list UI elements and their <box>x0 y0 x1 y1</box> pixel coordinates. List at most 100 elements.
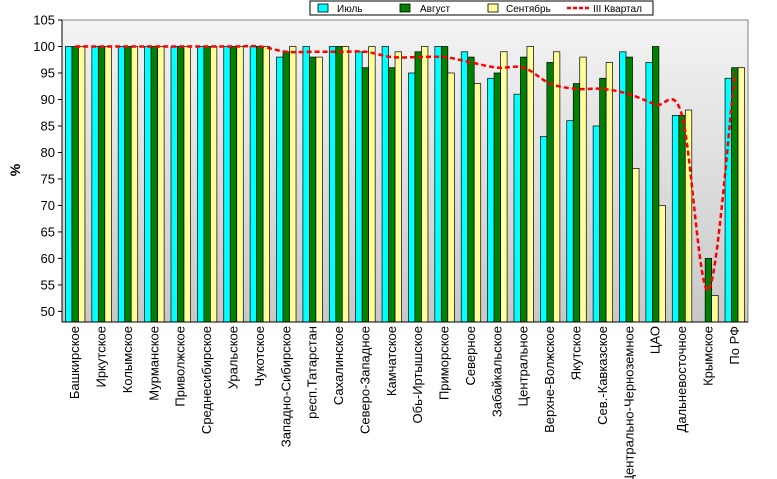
bar-август-4 <box>150 46 158 323</box>
bar-август-1 <box>71 46 79 323</box>
x-tick-label: Среднесибирское <box>199 326 214 434</box>
y-tick-label: 100 <box>33 39 55 54</box>
y-tick-label: 50 <box>41 304 55 319</box>
bar-июль-10 <box>302 46 310 323</box>
bar-июль-7 <box>223 46 231 323</box>
x-tick-label: Мурманское <box>146 326 161 401</box>
legend-label-quarter: III Квартал <box>593 4 642 15</box>
bar-июль-23 <box>645 62 653 323</box>
bar-август-19 <box>546 62 554 323</box>
bar-сентябрь-21 <box>605 62 613 323</box>
bar-август-2 <box>97 46 106 323</box>
bar-август-5 <box>177 46 185 323</box>
legend-label-august: Август <box>420 4 451 15</box>
bar-июль-20 <box>566 120 574 323</box>
bar-июль-5 <box>170 46 178 323</box>
line-layer <box>75 44 737 292</box>
bar-август-20 <box>572 83 581 323</box>
bar-август-18 <box>520 56 528 323</box>
bar-июль-14 <box>408 72 416 323</box>
bar-сентябрь-4 <box>157 46 165 323</box>
bar-сентябрь-17 <box>500 51 508 323</box>
bar-август-17 <box>493 72 501 323</box>
bar-сентябрь-25 <box>711 295 719 323</box>
bar-июль-18 <box>513 93 521 323</box>
line-series-quarter <box>75 44 737 292</box>
x-tick-label: ЦАО <box>648 326 663 354</box>
bar-июль-15 <box>434 46 442 323</box>
bar-июль-8 <box>249 46 257 323</box>
x-tick-label: Башкирское <box>67 326 82 399</box>
bar-август-13 <box>388 67 396 323</box>
bar-август-15 <box>440 46 449 323</box>
bar-август-6 <box>203 46 211 323</box>
bar-сентябрь-15 <box>447 72 455 323</box>
bar-июль-16 <box>460 51 469 323</box>
x-tick-label: Центрально-Черноземное <box>621 326 636 479</box>
x-tick-label: Забайкальское <box>489 326 504 417</box>
bar-сентябрь-1 <box>78 46 86 323</box>
plot-area <box>61 19 749 323</box>
x-tick-label: Приморское <box>437 326 452 400</box>
y-axis-title: % <box>7 163 23 176</box>
bar-август-3 <box>124 46 132 323</box>
bar-июль-12 <box>355 51 363 323</box>
bar-август-23 <box>652 46 660 323</box>
bar-июль-24 <box>671 115 680 323</box>
bar-июль-9 <box>276 56 284 323</box>
bar-август-14 <box>414 51 422 323</box>
bar-август-24 <box>678 115 686 323</box>
bar-сентябрь-7 <box>236 46 244 323</box>
legend-swatch-july <box>317 3 329 13</box>
x-tick-label: Иркутское <box>94 326 109 388</box>
y-tick-label: 85 <box>41 118 55 133</box>
y-tick-label: 90 <box>41 92 55 107</box>
y-tick-label: 70 <box>41 198 55 213</box>
bar-июль-11 <box>328 46 337 323</box>
x-tick-label: Обь-Иртышское <box>410 326 425 423</box>
y-tick-label: 105 <box>33 13 55 28</box>
bar-июль-21 <box>592 125 600 323</box>
bar-август-22 <box>625 56 633 323</box>
x-tick-label: По РФ <box>727 326 742 365</box>
bar-сентябрь-10 <box>315 56 323 323</box>
bar-сентябрь-26 <box>737 67 745 323</box>
legend-swatch-september <box>487 3 499 13</box>
bar-сентябрь-3 <box>130 46 139 323</box>
bar-сентябрь-5 <box>183 46 191 323</box>
bar-июль-3 <box>117 46 126 323</box>
bar-июль-26 <box>724 77 732 323</box>
y-tick-label: 80 <box>41 145 55 160</box>
x-tick-label: Крымское <box>700 326 715 386</box>
bar-август-16 <box>467 56 475 323</box>
bar-сентябрь-18 <box>526 46 534 323</box>
x-tick-label: Якутское <box>569 326 584 380</box>
bar-сентябрь-22 <box>632 168 640 323</box>
bar-август-9 <box>282 51 290 323</box>
bar-август-8 <box>256 46 264 323</box>
y-tick-label: 75 <box>41 171 55 186</box>
bar-август-21 <box>599 77 607 323</box>
legend-swatch-august <box>399 3 411 13</box>
x-tick-label: Колымское <box>120 326 135 393</box>
bar-июль-4 <box>144 46 152 323</box>
bar-июль-2 <box>91 46 99 323</box>
y-tick-label: 60 <box>41 251 55 266</box>
y-tick-label: 95 <box>41 65 55 80</box>
legend-box <box>309 0 654 16</box>
x-tick-label: Верхне-Волжское <box>542 326 557 433</box>
bar-сентябрь-14 <box>421 46 429 323</box>
bar-июль-19 <box>540 136 548 323</box>
bar-сентябрь-8 <box>262 46 270 323</box>
x-tick-label: Дальневосточное <box>674 326 689 432</box>
bar-июль-17 <box>487 77 495 323</box>
bar-сентябрь-19 <box>553 51 561 323</box>
bar-сентябрь-12 <box>368 46 376 323</box>
bar-август-12 <box>361 67 370 323</box>
y-tick-label: 65 <box>41 224 55 239</box>
x-tick-label: Чукотское <box>252 326 267 387</box>
bar-сентябрь-2 <box>104 46 112 323</box>
legend-label-july: Июль <box>337 4 363 15</box>
bar-август-11 <box>335 46 343 323</box>
